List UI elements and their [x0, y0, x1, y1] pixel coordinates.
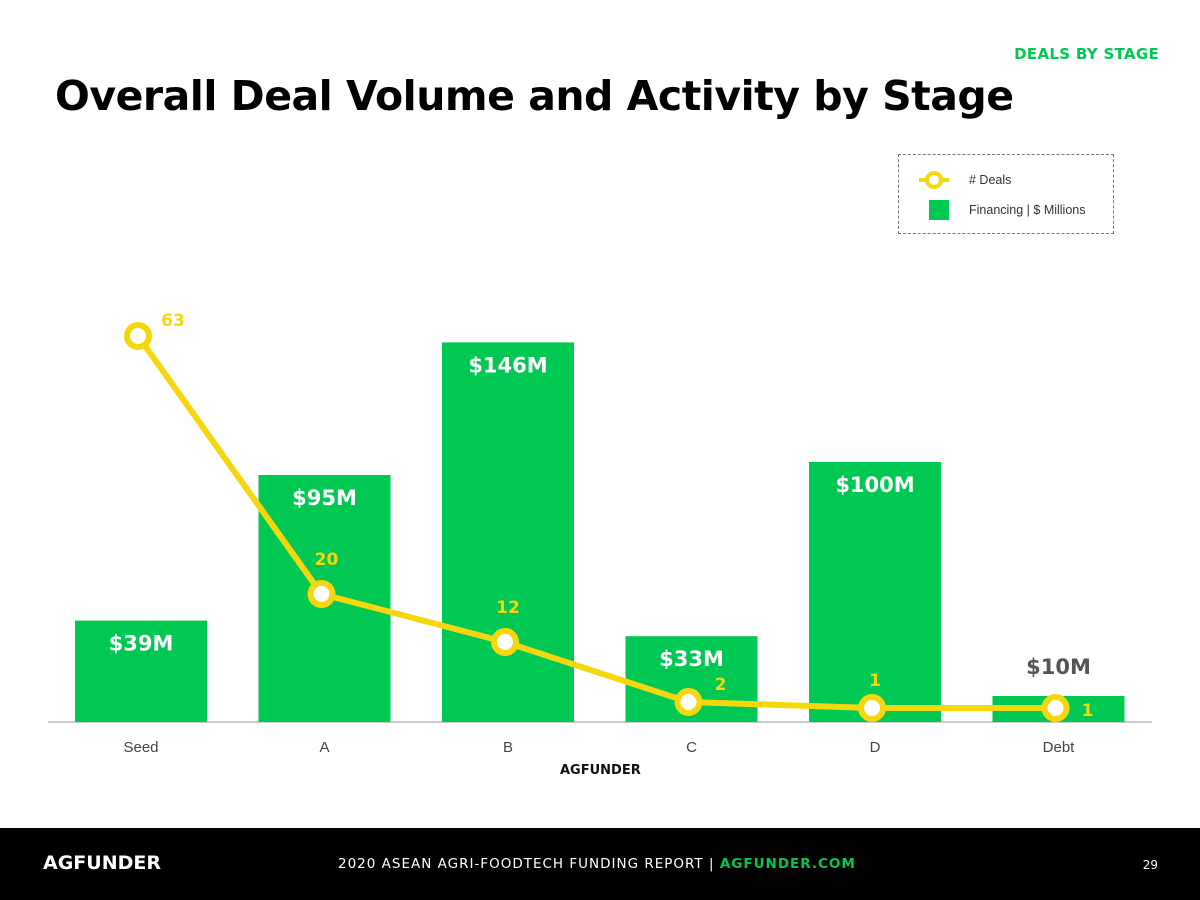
deals-label-debt: 1 — [1082, 701, 1094, 721]
agfunder-logo: AGFUNDER — [560, 763, 641, 778]
deals-point-d — [858, 694, 886, 722]
deals-point-seed — [124, 322, 152, 350]
footer-separator: | — [708, 856, 715, 872]
legend-bar-swatch-icon — [929, 200, 949, 220]
bar-d — [809, 462, 941, 722]
x-tick-label-a: A — [319, 739, 329, 756]
deals-point-c — [674, 688, 703, 716]
deals-point-a — [307, 580, 336, 608]
page-number: 29 — [1142, 858, 1158, 872]
bar-label-d: $100M — [835, 473, 914, 497]
bar-seed — [75, 620, 207, 722]
footer-report-text: 2020 ASEAN AGRI-FOODTECH FUNDING REPORT — [338, 856, 704, 872]
x-tick-label-b: B — [503, 739, 513, 756]
legend-label-deals: # Deals — [969, 173, 1012, 187]
footer-website-link[interactable]: AGFUNDER.COM — [719, 856, 856, 872]
bar-label-b: $146M — [468, 353, 547, 377]
deals-label-d: 1 — [869, 671, 881, 691]
deals-point-debt — [1041, 694, 1070, 722]
footer-bar: AGFUNDER 2020 ASEAN AGRI-FOODTECH FUNDIN… — [0, 828, 1200, 900]
section-tag: DEALS BY STAGE — [1014, 45, 1159, 63]
deals-point-b — [491, 628, 519, 656]
deals-by-stage-chart: $39M Seed $95M A $146M B $33M C $100M D $10M Debt 63… — [48, 311, 1152, 756]
legend-item-deals: # Deals — [899, 169, 1011, 191]
chart-legend: # Deals Financing | $ Millions — [898, 154, 1114, 234]
footer-logo: AGFUNDER — [43, 852, 161, 874]
page-title: Overall Deal Volume and Activity by Stag… — [55, 72, 1014, 120]
deals-label-c: 2 — [715, 675, 727, 695]
legend-label-financing: Financing | $ Millions — [969, 203, 1086, 217]
bar-b — [442, 342, 574, 722]
deals-line — [135, 334, 1056, 711]
footer-report-title: 2020 ASEAN AGRI-FOODTECH FUNDING REPORT … — [338, 856, 856, 872]
legend-line-marker-icon — [919, 171, 949, 189]
x-tick-label-debt: Debt — [1043, 739, 1076, 756]
bar-label-c: $33M — [659, 647, 724, 671]
x-tick-label-d: D — [870, 739, 881, 756]
bar-label-a: $95M — [292, 486, 357, 510]
footer-logo-text: AGFUNDER — [43, 852, 161, 874]
legend-item-financing: Financing | $ Millions — [899, 199, 1086, 221]
x-tick-label-c: C — [686, 739, 697, 756]
deals-label-a: 20 — [315, 550, 339, 570]
deals-label-seed: 63 — [161, 311, 185, 331]
deals-label-b: 12 — [496, 598, 520, 618]
bar-label-debt: $10M — [1026, 655, 1091, 679]
agfunder-logo-text: AGFUNDER — [560, 763, 641, 778]
x-tick-label-seed: Seed — [123, 739, 158, 756]
bar-label-seed: $39M — [109, 632, 174, 656]
